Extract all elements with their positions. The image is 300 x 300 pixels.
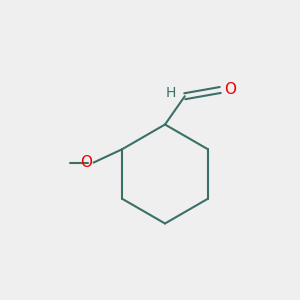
Text: O: O: [80, 155, 92, 170]
Text: H: H: [166, 85, 176, 100]
Text: O: O: [224, 82, 236, 97]
